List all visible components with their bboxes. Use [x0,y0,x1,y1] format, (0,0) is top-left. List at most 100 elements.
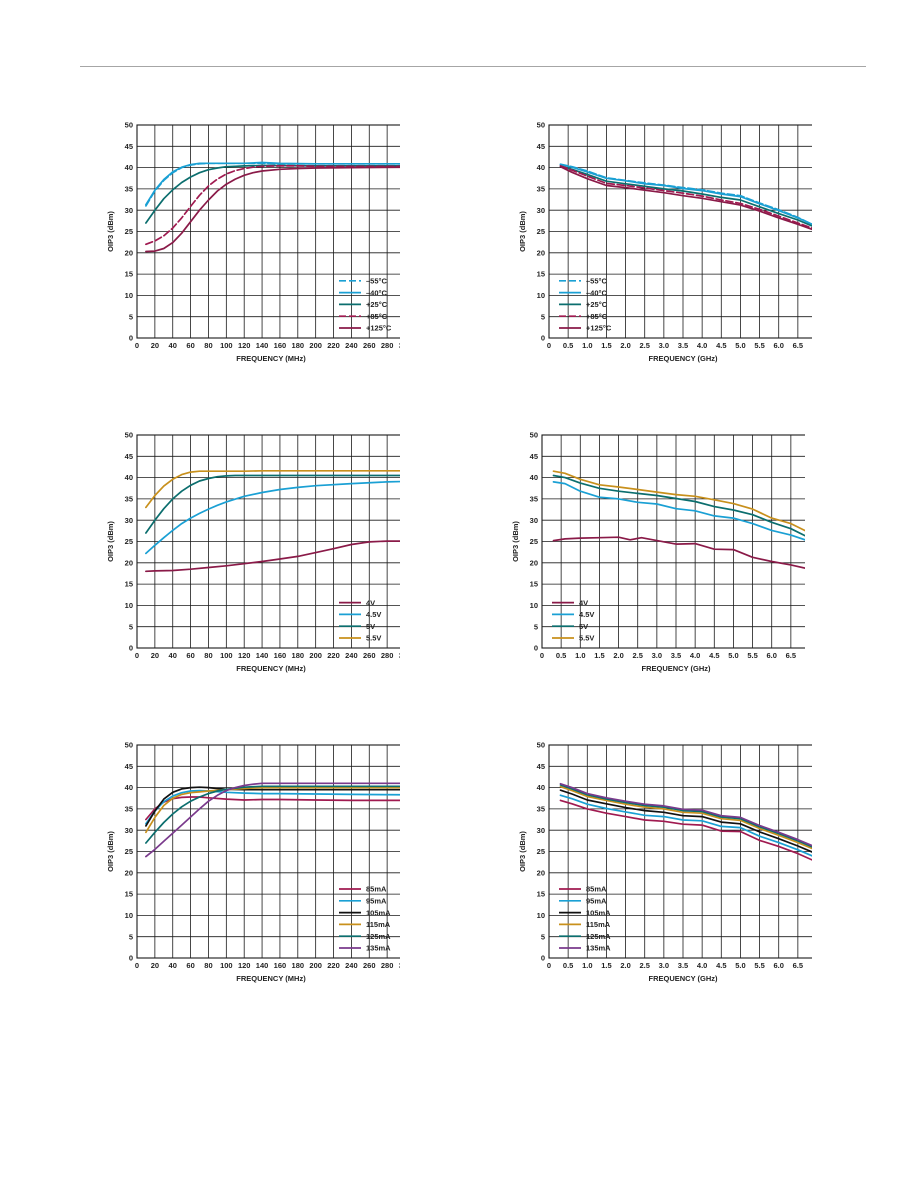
x-tick-label: 280 [381,341,394,350]
y-tick-label: 40 [125,163,133,172]
y-axis-label: OIP3 (dBm) [511,521,520,562]
y-tick-label: 45 [537,762,545,771]
legend-label: 85mA [586,885,607,894]
series-group [559,782,812,861]
legend-label: 5V [579,622,588,631]
legend-label: 4V [366,598,375,607]
y-tick-label: 35 [125,185,133,194]
x-tick-label: 6.5 [793,341,803,350]
x-tick-label: 200 [309,341,322,350]
y-tick-label: 40 [537,783,545,792]
x-tick-label: 4.5 [716,961,726,970]
series-line [552,474,805,537]
legend: 4V 4.5V 5V 5.5V [552,598,594,643]
legend-label: +125°C [586,324,612,333]
chart-oip3-vs-frequency-ghz-temperature: 0 5 10 15 20 25 30 35 40 45 50 0 0.5 1.0 1.5 2.0 2.5 3.0 3… [512,118,812,383]
x-tick-label: 140 [256,961,269,970]
series-group [559,163,812,231]
y-tick-label: 30 [537,206,545,215]
series-group [552,470,805,569]
legend-label: 105mA [586,908,611,917]
y-tick-label: 25 [537,847,545,856]
x-tick-label: 240 [345,651,358,660]
x-tick-label: 1.5 [594,651,604,660]
y-tick-label: 25 [537,227,545,236]
y-tick-label: 45 [530,452,538,461]
x-tick-label: 140 [256,341,269,350]
y-tick-label: 25 [125,537,133,546]
y-axis-label: OIP3 (dBm) [106,211,115,252]
legend-label: 85mA [366,885,387,894]
legend: 85mA 95mA 105mA 115mA 125mA 135mA [559,885,611,953]
series-line [145,166,400,253]
legend-label: 115mA [366,920,391,929]
legend: 85mA 95mA 105mA 115mA 125mA 135mA [339,885,391,953]
y-axis-label: OIP3 (dBm) [106,831,115,872]
x-tick-label: 0.5 [563,961,573,970]
y-tick-label: 20 [125,248,133,257]
series-line [145,786,400,834]
y-tick-label: 30 [125,826,133,835]
series-line [145,785,400,844]
chart-svg: 0 5 10 15 20 25 30 35 40 45 50 0 20 40 60 80 100 120 140 16… [106,741,400,983]
series-line [559,789,812,853]
y-tick-label: 5 [129,932,133,941]
y-tick-label: 45 [125,762,133,771]
legend-label: 4.5V [366,610,381,619]
y-tick-label: 10 [537,291,545,300]
x-tick-label: 1.0 [575,651,585,660]
x-tick-label: 180 [292,961,305,970]
x-axis-label: FREQUENCY (GHz) [648,974,718,983]
y-tick-label: 15 [537,890,545,899]
plot-frame [136,434,400,649]
chart-oip3-vs-frequency-ghz-current: 0 5 10 15 20 25 30 35 40 45 50 0 0.5 1.0 1.5 2.0 2.5 3.0 3… [512,738,812,1003]
grid [136,434,400,649]
x-tick-label: 60 [186,341,194,350]
legend-label: 115mA [586,920,611,929]
series-line [552,536,805,569]
x-tick-label: 2.0 [613,651,623,660]
x-tick-label: 3.0 [659,961,669,970]
x-tick-label: 40 [169,961,177,970]
series-group [145,782,400,858]
y-tick-label: 40 [537,163,545,172]
series-line [559,785,812,850]
chart-svg: 0 5 10 15 20 25 30 35 40 45 50 0 0.5 1.0 1.5 2.0 2.5 3.0 3… [518,121,812,363]
series-line [145,165,400,246]
x-tick-label: 80 [204,651,212,660]
y-tick-label: 35 [125,805,133,814]
x-tick-label: 6.5 [786,651,796,660]
series-line [559,794,812,857]
y-tick-label: 10 [125,911,133,920]
y-tick-label: 45 [125,142,133,151]
y-tick-label: 0 [129,954,133,963]
x-tick-label: 120 [238,651,251,660]
x-tick-label: 160 [274,651,287,660]
y-tick-label: 10 [537,911,545,920]
chart-oip3-vs-frequency-ghz-supply: 0 5 10 15 20 25 30 35 40 45 50 0 0.5 1.0 1.5 2.0 2.5 3.0 3… [505,428,805,693]
x-tick-label: 6.0 [773,961,783,970]
chart-oip3-vs-frequency-mhz-temperature: 0 5 10 15 20 25 30 35 40 45 50 0 20 40 60 80 100 120 140 16… [100,118,400,383]
x-tick-label: 0 [547,961,551,970]
series-line [559,784,812,848]
y-tick-label: 35 [537,805,545,814]
y-tick-label: 40 [530,473,538,482]
legend-label: 135mA [586,944,611,953]
x-tick-label: 300 [399,651,400,660]
x-tick-label: 1.5 [601,341,611,350]
x-tick-label: 160 [274,961,287,970]
legend-label: +85°C [586,312,608,321]
x-tick-label: 300 [399,961,400,970]
series-line [559,799,812,861]
x-tick-label: 80 [204,341,212,350]
y-tick-label: 25 [530,537,538,546]
x-axis-label: FREQUENCY (GHz) [641,664,711,673]
x-tick-label: 220 [327,651,340,660]
x-tick-label: 220 [327,341,340,350]
x-tick-label: 280 [381,651,394,660]
series-line [145,782,400,858]
series-group [145,161,400,253]
x-tick-label: 2.5 [639,341,649,350]
y-tick-label: 25 [125,227,133,236]
chart-svg: 0 5 10 15 20 25 30 35 40 45 50 0 20 40 60 80 100 120 140 16… [106,431,400,673]
